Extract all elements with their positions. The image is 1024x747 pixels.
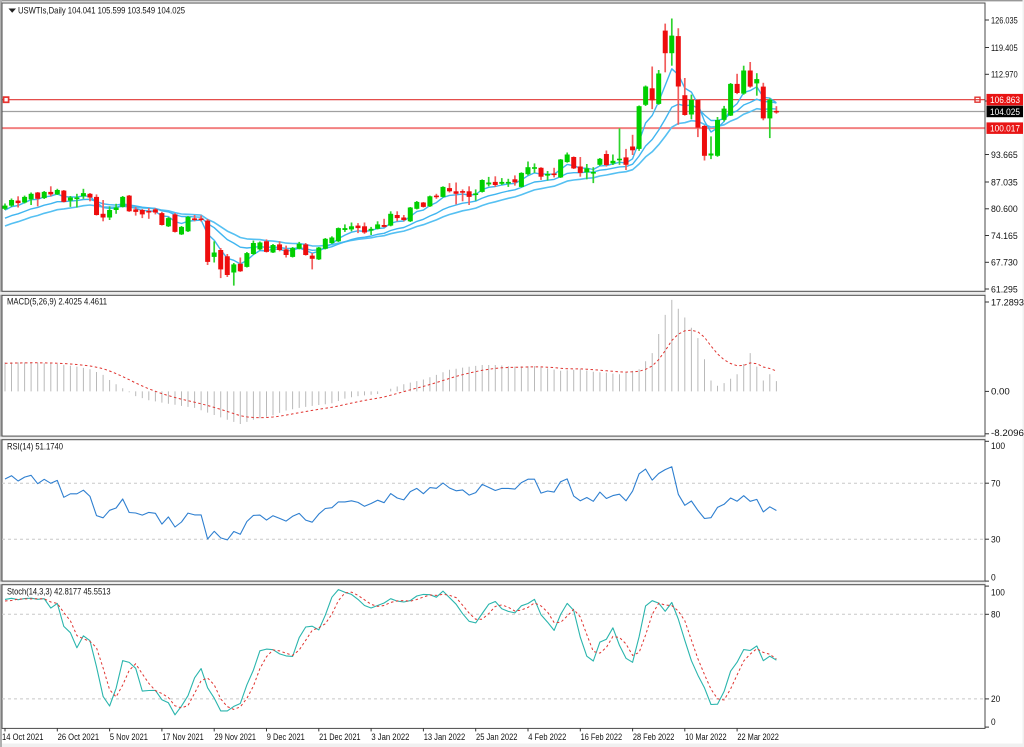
svg-text:17.2893: 17.2893 <box>991 297 1024 307</box>
svg-text:0: 0 <box>991 573 996 583</box>
svg-text:MACD(5,26,9) 2.4025 4.4611: MACD(5,26,9) 2.4025 4.4611 <box>7 297 107 307</box>
svg-text:67.730: 67.730 <box>991 258 1018 268</box>
svg-text:100.017: 100.017 <box>990 123 1020 133</box>
svg-text:16 Feb 2022: 16 Feb 2022 <box>581 732 623 742</box>
svg-text:USWTIs,Daily 104.041 105.599: USWTIs,Daily 104.041 105.599 103.549 104… <box>18 6 185 16</box>
svg-text:28 Feb 2022: 28 Feb 2022 <box>633 732 675 742</box>
svg-text:9 Dec 2021: 9 Dec 2021 <box>267 732 305 742</box>
svg-text:13 Jan 2022: 13 Jan 2022 <box>424 732 466 742</box>
svg-text:112.970: 112.970 <box>991 70 1018 80</box>
svg-text:RSI(14) 51.1740: RSI(14) 51.1740 <box>7 442 63 452</box>
svg-text:80.600: 80.600 <box>991 204 1018 214</box>
svg-text:22 Mar 2022: 22 Mar 2022 <box>737 732 779 742</box>
svg-text:17 Nov 2021: 17 Nov 2021 <box>162 732 204 742</box>
svg-text:-8.2096: -8.2096 <box>991 428 1024 438</box>
svg-text:104.025: 104.025 <box>990 107 1020 117</box>
svg-text:61.295: 61.295 <box>991 284 1018 294</box>
svg-text:70: 70 <box>991 479 1000 489</box>
svg-text:106.863: 106.863 <box>990 95 1020 105</box>
svg-text:0: 0 <box>991 717 996 727</box>
svg-text:20: 20 <box>991 694 1000 704</box>
svg-text:26 Oct 2021: 26 Oct 2021 <box>58 732 100 742</box>
svg-text:126.035: 126.035 <box>991 15 1018 25</box>
svg-text:100: 100 <box>991 587 1005 597</box>
svg-text:3 Jan 2022: 3 Jan 2022 <box>371 732 409 742</box>
svg-text:93.665: 93.665 <box>991 150 1018 160</box>
svg-text:119.405: 119.405 <box>991 43 1018 53</box>
svg-text:Stoch(14,3,3) 42.8177 45.5513: Stoch(14,3,3) 42.8177 45.5513 <box>7 587 111 597</box>
svg-text:25 Jan 2022: 25 Jan 2022 <box>476 732 518 742</box>
svg-text:100: 100 <box>991 441 1005 451</box>
svg-text:74.165: 74.165 <box>991 231 1018 241</box>
svg-text:14 Oct 2021: 14 Oct 2021 <box>2 732 44 742</box>
svg-text:30: 30 <box>991 535 1000 545</box>
svg-text:21 Dec 2021: 21 Dec 2021 <box>319 732 361 742</box>
svg-text:4 Feb 2022: 4 Feb 2022 <box>528 732 566 742</box>
svg-text:29 Nov 2021: 29 Nov 2021 <box>215 732 257 742</box>
svg-text:80: 80 <box>991 610 1000 620</box>
svg-text:10 Mar 2022: 10 Mar 2022 <box>685 732 727 742</box>
svg-text:87.035: 87.035 <box>991 177 1018 187</box>
svg-text:5 Nov 2021: 5 Nov 2021 <box>110 732 148 742</box>
svg-text:0.00: 0.00 <box>991 387 1010 397</box>
